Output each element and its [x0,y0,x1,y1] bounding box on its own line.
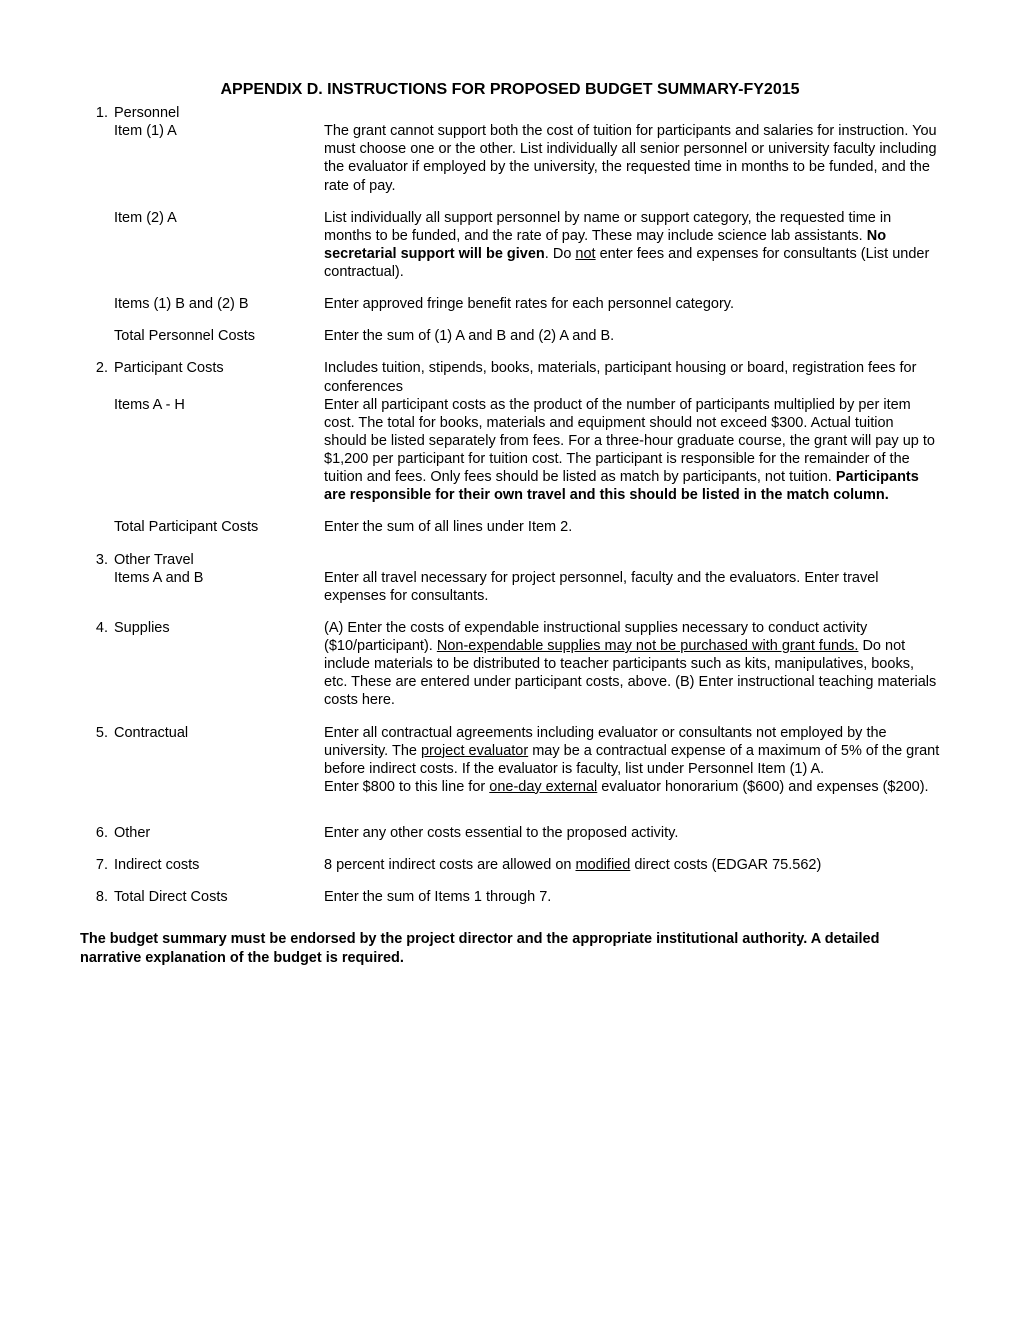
items-a-h-row: Items A - H Enter all participant costs … [80,396,940,505]
section-5-number: 5. [80,724,114,797]
section-3-header-label: Other Travel [114,551,324,569]
items-a-h-label: Items A - H [114,396,324,505]
section-5-label: Contractual [114,724,324,797]
items-a-b-row: Items A and B Enter all travel necessary… [80,569,940,605]
items-1b-2b-row: Items (1) B and (2) B Enter approved fri… [80,295,940,313]
total-personnel-desc: Enter the sum of (1) A and B and (2) A a… [324,327,940,345]
section-4-row: 4. Supplies (A) Enter the costs of expen… [80,619,940,710]
section-4-label: Supplies [114,619,324,710]
section-2-header-desc: Includes tuition, stipends, books, mater… [324,359,940,395]
section-1-number: 1. [80,104,114,122]
section-2-header-label: Participant Costs [114,359,324,395]
section-1-personnel: 1. Personnel [80,104,940,122]
section-8-desc: Enter the sum of Items 1 through 7. [324,888,940,906]
total-personnel-row: Total Personnel Costs Enter the sum of (… [80,327,940,345]
section-5-row: 5. Contractual Enter all contractual agr… [80,724,940,797]
item-1a-label: Item (1) A [114,122,324,195]
section-1-header-label: Personnel [114,104,324,122]
section-7-label: Indirect costs [114,856,324,874]
section-2-number: 2. [80,359,114,395]
total-participant-desc: Enter the sum of all lines under Item 2. [324,518,940,536]
items-1b-2b-desc: Enter approved fringe benefit rates for … [324,295,940,313]
section-7-number: 7. [80,856,114,874]
section-6-row: 6. Other Enter any other costs essential… [80,824,940,842]
section-4-number: 4. [80,619,114,710]
item-2a-row: Item (2) A List individually all support… [80,209,940,282]
section-6-number: 6. [80,824,114,842]
section-6-label: Other [114,824,324,842]
personnel-header: Personnel [114,105,179,121]
document-title: APPENDIX D. INSTRUCTIONS FOR PROPOSED BU… [80,80,940,100]
item-1a-desc: The grant cannot support both the cost o… [324,122,940,195]
item-1a-row: Item (1) A The grant cannot support both… [80,122,940,195]
footer-note: The budget summary must be endorsed by t… [80,930,940,966]
total-participant-row: Total Participant Costs Enter the sum of… [80,518,940,536]
section-3-row: 3. Other Travel [80,551,940,569]
items-1b-2b-label: Items (1) B and (2) B [114,295,324,313]
section-2-row: 2. Participant Costs Includes tuition, s… [80,359,940,395]
section-8-row: 8. Total Direct Costs Enter the sum of I… [80,888,940,906]
section-4-desc: (A) Enter the costs of expendable instru… [324,619,940,710]
items-a-b-label: Items A and B [114,569,324,605]
items-a-b-desc: Enter all travel necessary for project p… [324,569,940,605]
section-5-desc: Enter all contractual agreements includi… [324,724,940,797]
total-personnel-label: Total Personnel Costs [114,327,324,345]
section-7-row: 7. Indirect costs 8 percent indirect cos… [80,856,940,874]
item-2a-desc: List individually all support personnel … [324,209,940,282]
section-3-number: 3. [80,551,114,569]
items-a-h-desc: Enter all participant costs as the produ… [324,396,940,505]
section-8-number: 8. [80,888,114,906]
item-2a-label: Item (2) A [114,209,324,282]
total-participant-label: Total Participant Costs [114,518,324,536]
section-7-desc: 8 percent indirect costs are allowed on … [324,856,940,874]
section-8-label: Total Direct Costs [114,888,324,906]
section-6-desc: Enter any other costs essential to the p… [324,824,940,842]
